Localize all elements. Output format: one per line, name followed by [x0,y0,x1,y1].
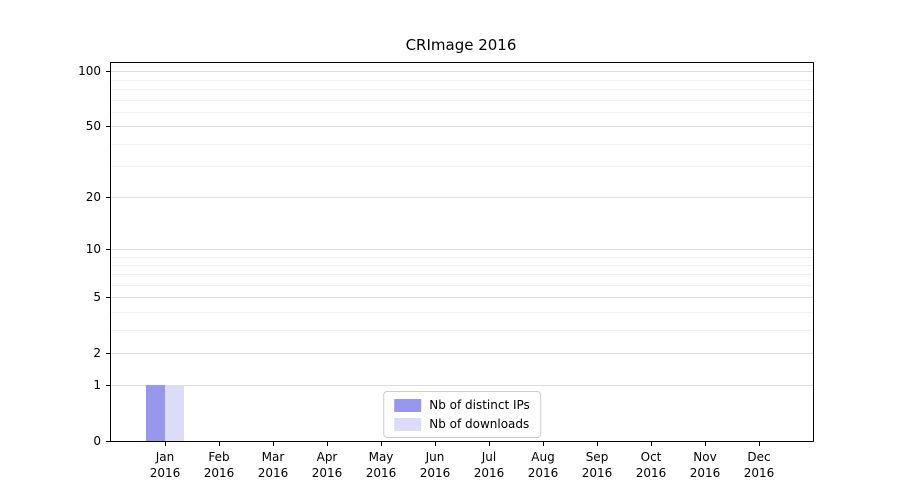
y-tick-label: 1 [93,378,101,393]
gridline-major [111,352,813,354]
y-tick-label: 2 [93,345,101,360]
x-tick-mark [435,441,436,446]
x-tick-mark [273,441,274,446]
legend-item: Nb of downloads [394,417,530,431]
x-tick-label: Nov 2016 [689,450,721,481]
x-tick-label: Jun 2016 [419,450,451,481]
y-tick-label: 5 [93,290,101,305]
chart-title: CRImage 2016 [405,36,517,54]
y-tick-mark [106,248,111,250]
gridline-minor [111,312,813,314]
x-tick-mark [543,441,544,446]
x-tick-label: Mar 2016 [257,450,289,481]
x-tick-label: Sep 2016 [581,450,613,481]
x-tick-label: Dec 2016 [743,450,775,481]
y-tick-label: 20 [85,190,101,205]
legend-swatch [394,417,422,431]
x-tick-mark [327,441,328,446]
gridline-minor [111,264,813,266]
gridline-major [111,71,813,73]
y-tick-mark [106,385,111,387]
gridline-minor [111,256,813,258]
y-tick-label: 50 [85,119,101,134]
gridline-minor [111,79,813,81]
x-tick-label: May 2016 [365,450,397,481]
x-tick-mark [705,441,706,446]
x-tick-mark [381,441,382,446]
bar-nb-of-downloads-1 [165,385,184,441]
y-tick-mark [106,297,111,299]
legend: Nb of distinct IPs Nb of downloads [383,391,541,438]
y-tick-mark [106,126,111,128]
y-tick-mark [106,352,111,354]
y-tick-mark [106,197,111,199]
y-tick-label: 10 [85,241,101,256]
x-tick-mark [165,441,166,446]
legend-swatch [394,398,422,412]
legend-label: Nb of downloads [429,417,530,431]
x-tick-label: Aug 2016 [527,450,559,481]
gridline-major [111,248,813,250]
gridline-minor [111,165,813,167]
x-tick-mark [597,441,598,446]
y-tick-mark [106,441,111,442]
gridline-minor [111,285,813,287]
y-tick-label: 0 [93,434,101,448]
gridline-major [111,197,813,199]
gridline-major [111,126,813,128]
legend-item: Nb of distinct IPs [394,398,530,412]
x-tick-label: Jul 2016 [473,450,505,481]
legend-label: Nb of distinct IPs [429,398,530,412]
x-tick-mark [219,441,220,446]
y-tick-label: 100 [78,64,101,79]
gridline-minor [111,99,813,101]
gridline-minor [111,274,813,276]
gridline-minor [111,88,813,90]
y-tick-mark [106,71,111,73]
gridline-major [111,297,813,299]
x-tick-label: Apr 2016 [311,450,343,481]
gridline-minor [111,329,813,331]
plot-area: Nb of distinct IPs Nb of downloads 0 1 2 5 10… [78,62,814,480]
x-tick-mark [651,441,652,446]
x-tick-label: Oct 2016 [635,450,667,481]
bar-nb-of-distinct-ips-1 [146,385,165,441]
x-tick-label: Feb 2016 [203,450,235,481]
x-tick-label: Jan 2016 [149,450,181,481]
gridline-minor [111,143,813,145]
x-tick-mark [759,441,760,446]
gridline-minor [111,111,813,113]
gridline-major [111,385,813,387]
x-tick-mark [489,441,490,446]
